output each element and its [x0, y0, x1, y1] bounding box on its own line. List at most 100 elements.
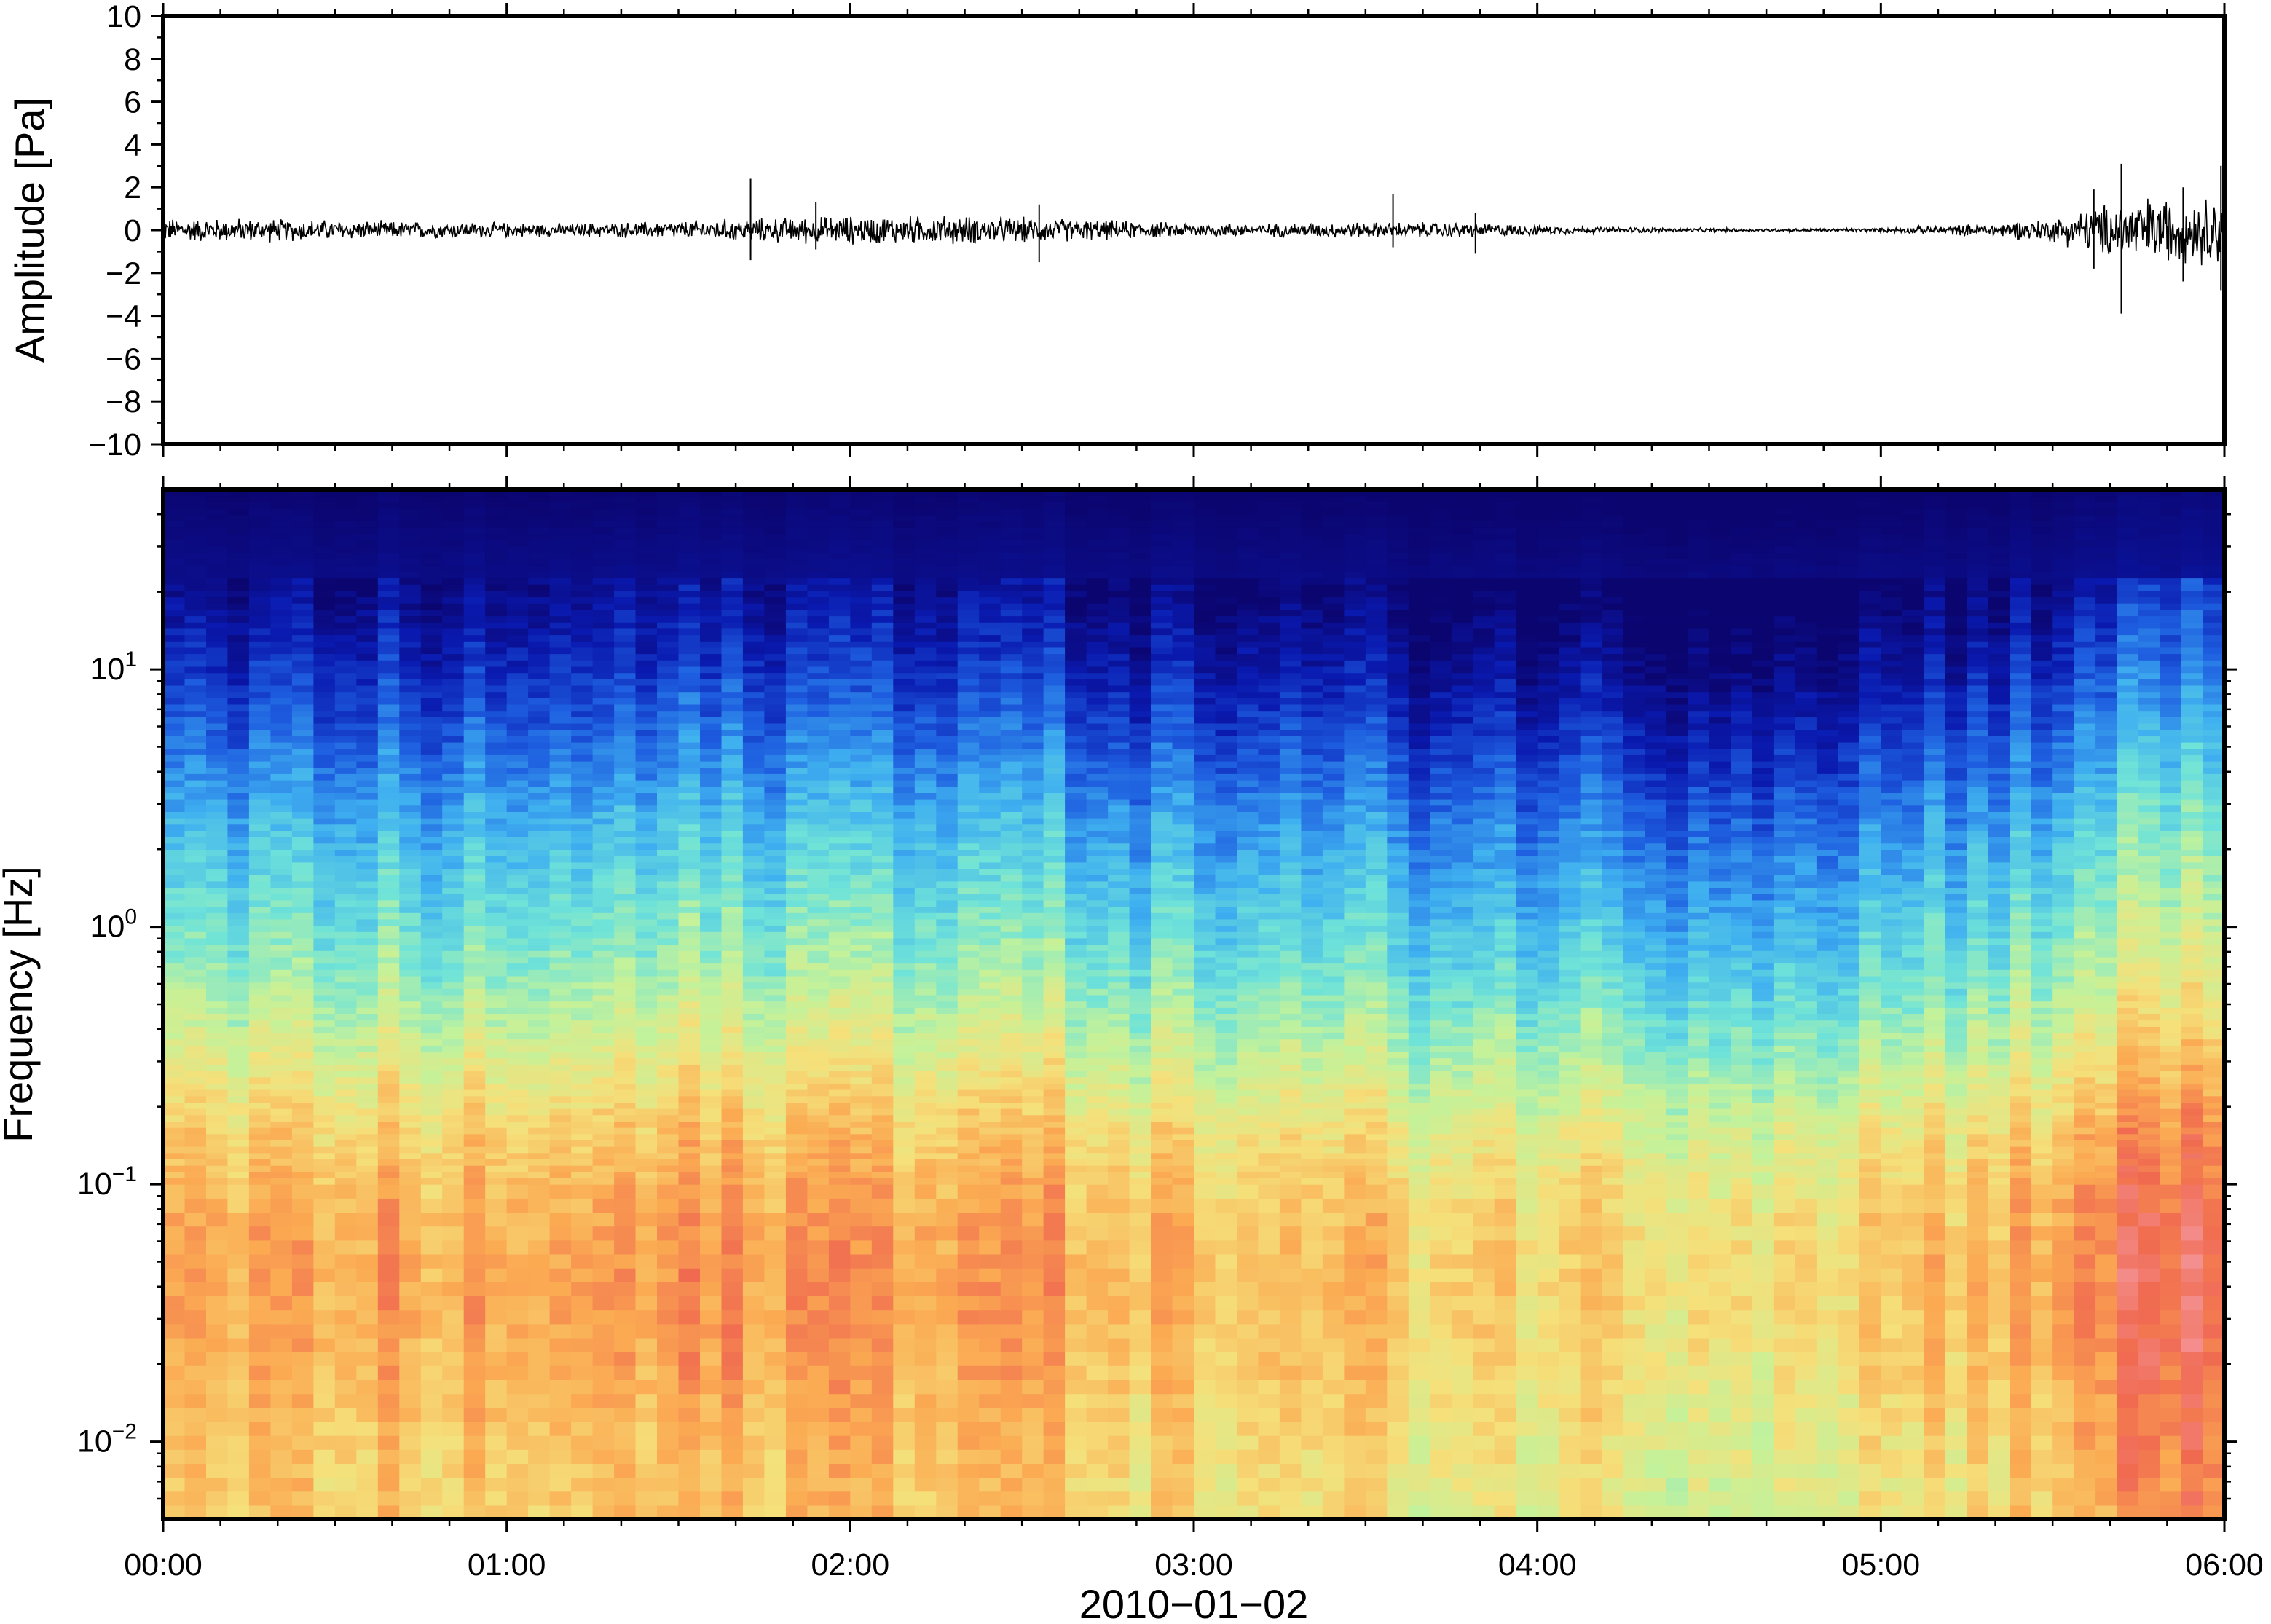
spectrogram-cell: [1065, 1365, 1087, 1380]
spectrogram-cell: [1451, 1071, 1473, 1078]
spectrogram-cell: [700, 1352, 723, 1366]
spectrogram-cell: [592, 1038, 615, 1046]
spectrogram-cell: [1494, 1083, 1516, 1090]
spectrogram-cell: [1344, 1421, 1366, 1436]
spectrogram-cell: [184, 1020, 207, 1027]
spectrogram-cell: [2160, 1071, 2182, 1078]
spectrogram-cell: [764, 1121, 787, 1128]
spectrogram-cell: [313, 1064, 336, 1071]
spectrogram-cell: [1688, 1171, 1710, 1178]
spectrogram-cell: [979, 1121, 1001, 1128]
spectrogram-cell: [936, 1296, 959, 1311]
spectrogram-cell: [828, 1020, 851, 1027]
spectrogram-cell: [1688, 1083, 1710, 1090]
spectrogram-cell: [1365, 1114, 1388, 1122]
spectrogram-cell: [1344, 1038, 1366, 1046]
spectrogram-cell: [785, 1165, 808, 1172]
spectrogram-cell: [657, 1407, 680, 1422]
spectrogram-cell: [1473, 1435, 1495, 1450]
spectrogram-cell: [1537, 1491, 1559, 1506]
spectrogram-cell: [957, 1309, 980, 1325]
spectrogram-cell: [1022, 1323, 1044, 1339]
spectrogram-cell: [807, 1226, 830, 1241]
spectrogram-cell: [1967, 1323, 1989, 1339]
spectrogram-cell: [1881, 1089, 1903, 1097]
spectrogram-cell: [1065, 1282, 1087, 1296]
spectrogram-cell: [785, 1505, 808, 1520]
spectrogram-cell: [1967, 1108, 1989, 1116]
spectrogram-cell: [2031, 1165, 2053, 1172]
spectrogram-cell: [979, 1159, 1001, 1166]
spectrogram-cell: [1473, 1184, 1495, 1199]
spectrogram-cell: [248, 1095, 271, 1103]
spectrogram-cell: [1838, 1146, 1860, 1154]
spectrogram-cell: [785, 1184, 808, 1199]
spectrogram-cell: [1881, 1393, 1903, 1408]
spectrogram-cell: [227, 1114, 250, 1122]
spectrogram-cell: [807, 1038, 830, 1046]
spectrogram-cell: [914, 1089, 937, 1097]
spectrogram-cell: [1945, 1253, 1967, 1269]
spectrogram-cell: [1000, 1051, 1023, 1059]
spectrogram-cell: [270, 1282, 293, 1296]
spectrogram-cell: [506, 1020, 529, 1027]
spectrogram-cell: [1902, 1146, 1924, 1154]
spectrogram-cell: [2138, 1239, 2161, 1255]
spectrogram-cell: [442, 1337, 465, 1352]
spectrogram-cell: [1172, 1449, 1194, 1464]
spectrogram-cell: [1773, 1352, 1795, 1366]
spectrogram-cell: [2074, 1491, 2096, 1506]
spectrogram-cell: [528, 1435, 551, 1450]
spectrogram-cell: [1430, 1140, 1452, 1147]
spectrogram-cell: [1602, 1146, 1624, 1154]
spectrogram-cell: [506, 1226, 529, 1241]
spectrogram-cell: [1559, 1152, 1581, 1159]
spectrogram-cell: [1602, 1064, 1624, 1071]
spectrogram-cell: [549, 1365, 572, 1380]
spectrogram-cell: [1365, 1108, 1388, 1116]
spectrogram-cell: [1279, 1407, 1302, 1422]
spectrogram-cell: [399, 1491, 422, 1506]
spectrogram-cell: [1279, 1379, 1302, 1395]
spectrogram-cell: [893, 1026, 916, 1033]
spectrogram-cell: [2010, 1365, 2032, 1380]
spectrogram-cell: [1365, 1477, 1388, 1492]
spectrogram-cell: [399, 1095, 422, 1103]
spectrogram-cell: [1666, 1435, 1688, 1450]
spectrogram-cell: [1237, 1379, 1259, 1395]
spectrogram-cell: [871, 1152, 894, 1159]
spectrogram-cell: [420, 1114, 443, 1122]
spectrogram-cell: [313, 1057, 336, 1065]
spectrogram-cell: [506, 1421, 529, 1436]
spectrogram-cell: [721, 1114, 744, 1122]
spectrogram-cell: [1688, 1268, 1710, 1282]
spectrogram-cell: [785, 1057, 808, 1065]
spectrogram-cell: [614, 1184, 637, 1199]
spectrogram-cell: [979, 1171, 1001, 1178]
spectrogram-cell: [420, 1071, 443, 1078]
spectrogram-cell: [1086, 1146, 1109, 1154]
spectrogram-cell: [1645, 1140, 1667, 1147]
spectrogram-cell: [1215, 1108, 1237, 1116]
spectrogram-cell: [828, 1184, 851, 1199]
spectrogram-cell: [828, 1140, 851, 1147]
spectrogram-cell: [1237, 1045, 1259, 1052]
spectrogram-cell: [1301, 1171, 1323, 1178]
spectrogram-cell: [1344, 1505, 1366, 1520]
spectrogram-cell: [785, 1146, 808, 1154]
spectrogram-cell: [2117, 1071, 2139, 1078]
spectrogram-cell: [1237, 1026, 1259, 1033]
spectrogram-cell: [850, 1198, 873, 1213]
spectrogram-cell: [1795, 1071, 1817, 1078]
spectrogram-cell: [1924, 1463, 1946, 1478]
spectrogram-cell: [356, 1152, 379, 1159]
spectrogram-cell: [227, 1083, 250, 1090]
spectrogram-cell: [420, 1064, 443, 1071]
spectrogram-cell: [1022, 1057, 1044, 1065]
spectrogram-cell: [1194, 1127, 1216, 1135]
spectrogram-cell: [742, 1296, 765, 1311]
spectrogram-cell: [163, 1449, 186, 1464]
spectrogram-cell: [1473, 1212, 1495, 1227]
spectrogram-cell: [1688, 1393, 1710, 1408]
